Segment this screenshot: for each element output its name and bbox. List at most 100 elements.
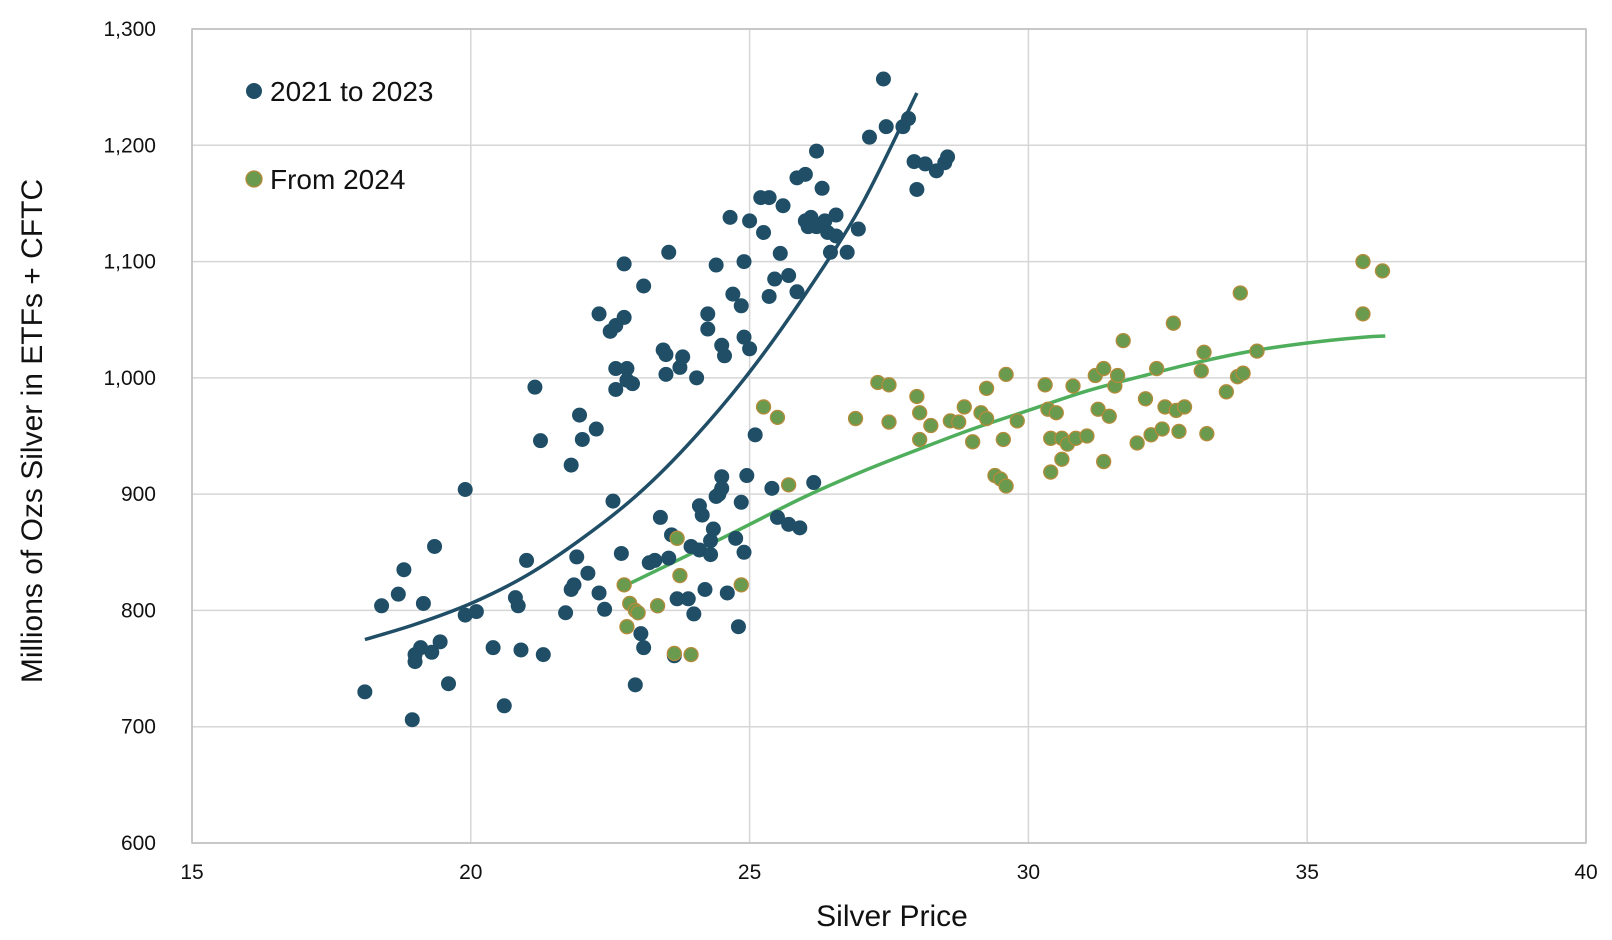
point-2021-to-2023 <box>424 644 440 660</box>
point-from-2024 <box>1129 435 1145 451</box>
point-2021-to-2023 <box>627 677 643 693</box>
point-2021-to-2023 <box>658 366 674 382</box>
point-2021-to-2023 <box>636 278 652 294</box>
point-2021-to-2023 <box>680 591 696 607</box>
point-from-2024 <box>666 645 682 662</box>
point-from-2024 <box>619 619 635 635</box>
point-from-2024 <box>672 567 688 584</box>
point-2021-to-2023 <box>733 298 749 314</box>
point-2021-to-2023 <box>485 640 501 656</box>
trendline-from-2024 <box>626 334 1386 587</box>
point-2021-to-2023 <box>616 309 632 325</box>
x-tick-label: 15 <box>180 861 203 884</box>
point-from-2024 <box>1009 413 1025 429</box>
point-2021-to-2023 <box>510 598 526 614</box>
point-from-2024 <box>995 431 1011 448</box>
point-2021-to-2023 <box>669 591 685 607</box>
point-from-2024 <box>912 431 928 448</box>
point-from-2024 <box>1249 343 1265 359</box>
point-from-2024 <box>1043 464 1059 480</box>
point-2021-to-2023 <box>917 156 933 172</box>
point-2021-to-2023 <box>652 509 668 525</box>
point-2021-to-2023 <box>769 509 785 525</box>
point-2021-to-2023 <box>432 634 448 650</box>
point-2021-to-2023 <box>608 381 624 397</box>
point-2021-to-2023 <box>427 538 443 554</box>
point-2021-to-2023 <box>591 306 607 322</box>
data-points <box>357 71 1391 728</box>
series-from-2024 <box>616 253 1391 663</box>
point-from-2024 <box>998 478 1014 494</box>
point-from-2024 <box>847 410 864 427</box>
point-2021-to-2023 <box>468 604 484 620</box>
point-2021-to-2023 <box>703 547 719 563</box>
legend-marker-from-2024 <box>245 170 263 188</box>
point-2021-to-2023 <box>566 577 582 593</box>
x-tick-label: 30 <box>1017 861 1040 884</box>
y-tick-label: 800 <box>121 599 156 622</box>
point-2021-to-2023 <box>697 581 713 597</box>
point-2021-to-2023 <box>415 595 431 611</box>
point-2021-to-2023 <box>658 347 674 363</box>
point-2021-to-2023 <box>797 166 813 182</box>
point-2021-to-2023 <box>828 228 844 244</box>
point-2021-to-2023 <box>861 129 877 145</box>
point-2021-to-2023 <box>714 480 730 496</box>
point-2021-to-2023 <box>775 198 791 214</box>
series-2021-to-2023 <box>357 71 956 728</box>
point-2021-to-2023 <box>527 379 543 395</box>
point-from-2024 <box>1137 391 1154 407</box>
point-from-2024 <box>1355 253 1371 270</box>
point-from-2024 <box>1193 363 1209 379</box>
point-2021-to-2023 <box>625 376 641 392</box>
point-2021-to-2023 <box>686 606 702 622</box>
point-from-2024 <box>881 414 897 430</box>
point-2021-to-2023 <box>725 286 741 302</box>
point-from-2024 <box>1374 263 1391 279</box>
point-from-2024 <box>1196 344 1212 360</box>
point-2021-to-2023 <box>689 370 705 386</box>
point-2021-to-2023 <box>513 642 529 658</box>
point-2021-to-2023 <box>736 329 752 345</box>
point-from-2024 <box>881 377 897 393</box>
trendline-2021-to-2023 <box>364 92 919 642</box>
point-2021-to-2023 <box>817 213 833 229</box>
point-from-2024 <box>1148 360 1165 377</box>
point-2021-to-2023 <box>396 562 412 578</box>
point-2021-to-2023 <box>700 321 716 337</box>
point-from-2024 <box>1037 377 1053 393</box>
point-from-2024 <box>1165 315 1182 331</box>
x-tick-label: 20 <box>459 861 482 884</box>
point-2021-to-2023 <box>806 475 822 491</box>
point-from-2024 <box>978 380 995 396</box>
point-2021-to-2023 <box>535 647 551 663</box>
point-2021-to-2023 <box>828 207 844 223</box>
legend-marker-2021-to-2023 <box>246 83 262 99</box>
point-2021-to-2023 <box>940 149 956 165</box>
point-from-2024 <box>998 366 1014 383</box>
point-2021-to-2023 <box>675 349 691 365</box>
point-2021-to-2023 <box>407 654 423 670</box>
point-from-2024 <box>1090 401 1106 417</box>
point-2021-to-2023 <box>772 245 788 261</box>
point-from-2024 <box>909 388 925 405</box>
point-from-2024 <box>780 477 797 493</box>
x-axis-title: Silver Price <box>816 900 968 933</box>
point-from-2024 <box>978 410 995 427</box>
y-tick-label: 700 <box>121 716 156 739</box>
point-2021-to-2023 <box>694 507 710 523</box>
trendlines <box>364 92 1386 642</box>
point-2021-to-2023 <box>558 605 574 621</box>
point-from-2024 <box>1218 384 1234 400</box>
y-tick-label: 1,000 <box>103 367 156 390</box>
point-2021-to-2023 <box>563 457 579 473</box>
point-2021-to-2023 <box>747 427 763 443</box>
point-2021-to-2023 <box>736 254 752 270</box>
point-2021-to-2023 <box>733 494 749 510</box>
point-2021-to-2023 <box>761 288 777 304</box>
point-2021-to-2023 <box>906 154 922 170</box>
point-2021-to-2023 <box>572 407 588 423</box>
y-tick-label: 1,100 <box>103 251 156 274</box>
point-from-2024 <box>683 646 699 663</box>
point-2021-to-2023 <box>613 545 629 561</box>
